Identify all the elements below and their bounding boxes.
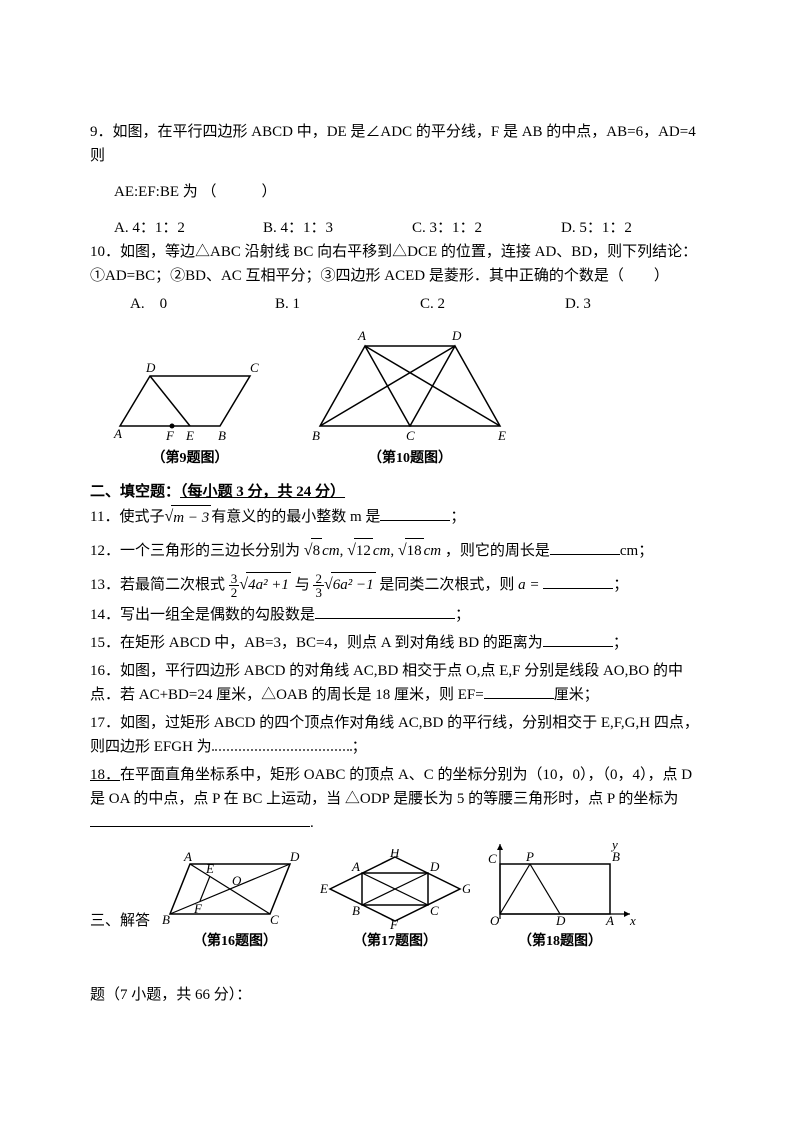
svg-text:B: B (312, 428, 320, 443)
fig17-svg: H A D E G B C F (320, 849, 470, 929)
svg-text:E: E (497, 428, 506, 443)
question-17: 17．如图，过矩形 ABCD 的四个顶点作对角线 AC,BD 的平行线，分别相交… (90, 711, 710, 759)
svg-text:O: O (490, 913, 500, 928)
fig9-svg: D C A F E B (110, 356, 270, 446)
svg-text:E: E (320, 881, 328, 896)
fig10-svg: A D B C E (300, 326, 520, 446)
svg-text:A: A (183, 849, 192, 864)
svg-text:C: C (406, 428, 415, 443)
fig10-caption: （第10题图） (368, 448, 452, 470)
tail-text: 题（7 小题，共 66 分）： (90, 983, 710, 1007)
svg-text:x: x (629, 913, 636, 928)
q10-opt-d: D. 3 (565, 292, 710, 316)
svg-text:F: F (193, 901, 203, 916)
fig9-box: D C A F E B （第9题图） (110, 356, 270, 470)
question-12: 12．一个三角形的三边长分别为 √8cm, √12cm, √18cm ，则它的周… (90, 538, 710, 564)
question-10: 10．如图，等边△ABC 沿射线 BC 向右平移到△DCE 的位置，连接 AD、… (90, 240, 710, 288)
fig9-caption: （第9题图） (152, 448, 229, 470)
fig17-caption: （第17题图） (353, 931, 437, 953)
q9-sub: AE:EF:BE 为 （ ） (90, 180, 710, 204)
question-14: 14．写出一组全是偶数的勾股数是； (90, 603, 710, 627)
q10-opt-c: C. 2 (420, 292, 565, 316)
question-11: 11．使式子√m − 3有意义的的最小整数 m 是； (90, 504, 710, 530)
svg-text:D: D (429, 859, 440, 874)
fig10-box: A D B C E （第10题图） (300, 326, 520, 470)
sec2-sub: （每小题 3 分，共 24 分） (180, 484, 345, 500)
fig18-caption: （第18题图） (518, 931, 602, 953)
q9-opt-c: C. 3：1：2 (412, 216, 561, 240)
svg-text:E: E (205, 861, 214, 876)
q10-text: 如图，等边△ABC 沿射线 BC 向右平移到△DCE 的位置，连接 AD、BD，… (90, 244, 697, 284)
svg-text:D: D (145, 360, 156, 375)
question-13: 13．若最简二次根式 32√4a² +1 与 23√6a² −1 是同类二次根式… (90, 572, 710, 599)
q9-opts: A. 4：1：2 B. 4：1：3 C. 3：1：2 D. 5：1：2 (90, 216, 710, 240)
svg-text:A: A (351, 859, 360, 874)
svg-text:H: H (389, 849, 400, 860)
q9-text: 如图，在平行四边形 ABCD 中，DE 是∠ADC 的平分线，F 是 AB 的中… (90, 124, 696, 164)
question-18: 18．在平面直角坐标系中，矩形 OABC 的顶点 A、C 的坐标分别为（10，0… (90, 763, 710, 835)
fig16-box: A D E O B F C （第16题图） (160, 849, 310, 953)
fig16-svg: A D E O B F C (160, 849, 310, 929)
question-16: 16．如图，平行四边形 ABCD 的对角线 AC,BD 相交于点 O,点 E,F… (90, 659, 710, 707)
svg-text:C: C (270, 912, 279, 927)
svg-text:A: A (357, 328, 366, 343)
figure-row-1: D C A F E B （第9题图） A D B C E （第10题图） (90, 326, 710, 470)
fig17-box: H A D E G B C F （第17题图） (320, 849, 470, 953)
svg-text:B: B (612, 849, 620, 864)
svg-text:C: C (250, 360, 259, 375)
svg-text:C: C (430, 903, 439, 918)
svg-text:B: B (162, 912, 170, 927)
question-15: 15．在矩形 ABCD 中，AB=3，BC=4，则点 A 到对角线 BD 的距离… (90, 631, 710, 655)
fig16-caption: （第16题图） (193, 931, 277, 953)
sec2-title: 二、填空题： (90, 484, 180, 500)
svg-text:D: D (289, 849, 300, 864)
q10-opt-a: A. 0 (130, 292, 275, 316)
svg-text:C: C (488, 851, 497, 866)
figure-row-2: 三、解答 A D E O B F C （第16题图） H A D E G B C… (90, 839, 710, 953)
svg-text:E: E (185, 428, 194, 443)
fig18-box: y C P B O D A x （第18题图） (480, 839, 640, 953)
svg-text:A: A (113, 426, 122, 441)
svg-text:B: B (352, 903, 360, 918)
q10-num: 10． (90, 244, 120, 260)
svg-text:D: D (555, 913, 566, 928)
fig18-svg: y C P B O D A x (480, 839, 640, 929)
q9-opt-a: A. 4：1：2 (114, 216, 263, 240)
q10-opts: A. 0 B. 1 C. 2 D. 3 (90, 292, 710, 316)
section-2-header: 二、填空题：（每小题 3 分，共 24 分） (90, 480, 710, 504)
svg-text:G: G (462, 881, 470, 896)
q9-opt-d: D. 5：1：2 (561, 216, 710, 240)
q10-opt-b: B. 1 (275, 292, 420, 316)
svg-text:A: A (605, 913, 614, 928)
svg-text:D: D (451, 328, 462, 343)
q9-num: 9． (90, 124, 113, 140)
question-9: 9．如图，在平行四边形 ABCD 中，DE 是∠ADC 的平分线，F 是 AB … (90, 120, 710, 168)
svg-text:P: P (525, 849, 534, 864)
sec3-label: 三、解答 (90, 909, 150, 953)
svg-text:O: O (232, 873, 242, 888)
svg-text:B: B (218, 428, 226, 443)
svg-text:F: F (165, 428, 175, 443)
svg-text:F: F (389, 917, 399, 929)
q9-opt-b: B. 4：1：3 (263, 216, 412, 240)
